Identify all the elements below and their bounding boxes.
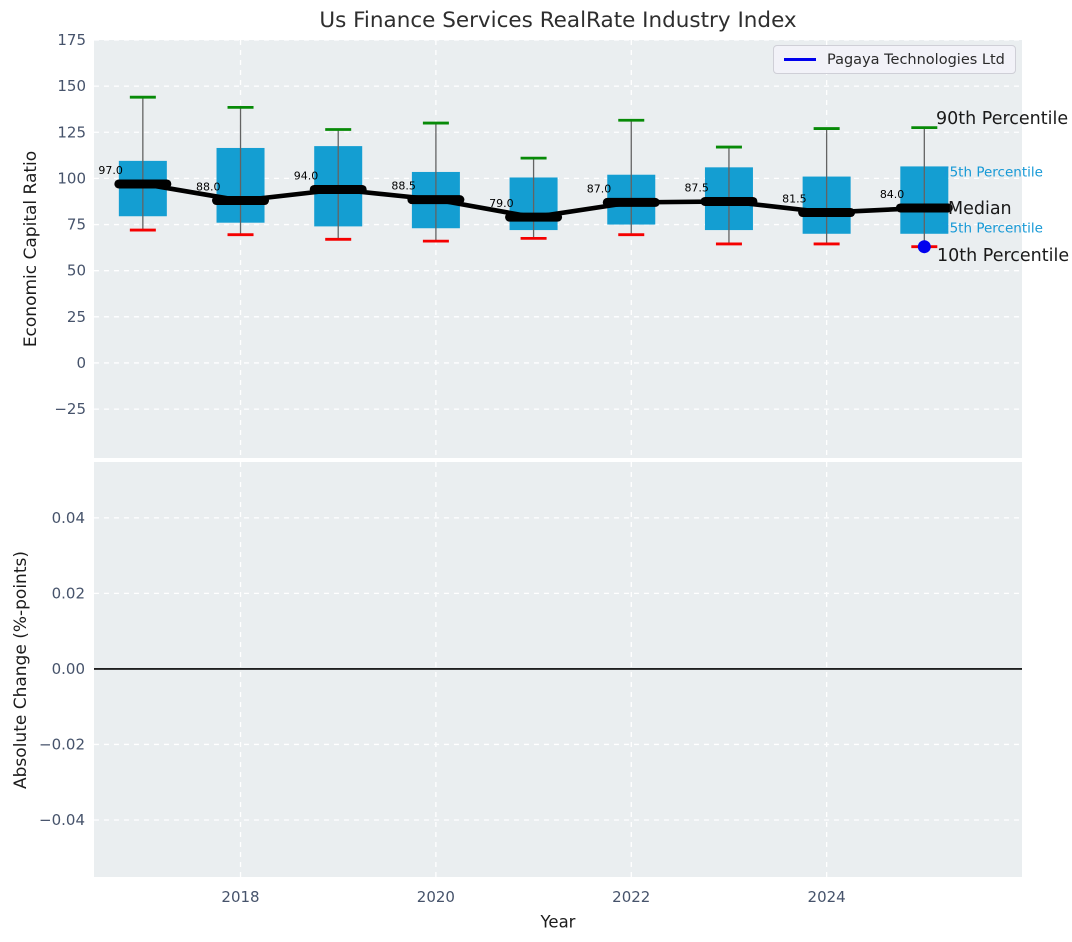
annotation-10th-percentile: 10th Percentile: [937, 246, 1069, 266]
x-tick-label: 2020: [417, 888, 455, 906]
y-tick-label-bottom: −0.04: [39, 811, 85, 829]
median-value-label-2020: 88.5: [391, 180, 416, 193]
median-value-label-2021: 79.0: [489, 197, 514, 210]
median-value-label-2019: 94.0: [294, 169, 319, 182]
top-panel-background: [94, 40, 1022, 458]
chart-title: Us Finance Services RealRate Industry In…: [319, 8, 797, 33]
x-tick-label: 2022: [612, 888, 650, 906]
y-tick-label-top: 175: [57, 31, 86, 49]
annotation-90th-percentile: 90th Percentile: [936, 109, 1068, 129]
annotation-25th-percentile: 25th Percentile: [941, 221, 1043, 237]
y-tick-label-top: 0: [76, 354, 86, 372]
x-tick-label: 2018: [221, 888, 259, 906]
overlay-point-2025: [917, 240, 931, 254]
y-tick-label-bottom: −0.02: [39, 735, 85, 753]
median-value-label-2023: 87.5: [684, 181, 709, 194]
median-value-label-2022: 87.0: [587, 182, 612, 195]
y-tick-label-top: 50: [67, 262, 86, 280]
y-tick-label-bottom: 0.02: [52, 584, 85, 602]
x-axis-label: Year: [540, 912, 576, 932]
y-tick-label-top: 100: [57, 169, 86, 187]
y-axis-label-top: Economic Capital Ratio: [21, 150, 41, 348]
y-tick-label-top: 150: [57, 77, 86, 95]
y-tick-label-top: 125: [57, 123, 86, 141]
y-tick-label-top: 75: [67, 216, 86, 234]
y-tick-label-bottom: 0.04: [52, 509, 85, 527]
median-value-label-2025: 84.0: [880, 188, 905, 201]
annotation-75th-percentile: 75th Percentile: [941, 164, 1043, 180]
median-value-label-2024: 81.5: [782, 193, 807, 206]
legend-label: Pagaya Technologies Ltd: [827, 51, 1005, 68]
y-tick-label-bottom: 0.00: [52, 660, 85, 678]
median-value-label-2017: 97.0: [98, 164, 123, 177]
y-tick-label-top: −25: [54, 400, 86, 418]
y-axis-label-bottom: Absolute Change (%-points): [11, 551, 31, 789]
legend-line-sample: [784, 58, 816, 61]
y-tick-label-top: 25: [67, 308, 86, 326]
median-value-label-2018: 88.0: [196, 181, 221, 194]
annotation-median: Median: [948, 199, 1012, 219]
x-tick-label: 2024: [808, 888, 846, 906]
legend: Pagaya Technologies Ltd: [773, 45, 1016, 74]
